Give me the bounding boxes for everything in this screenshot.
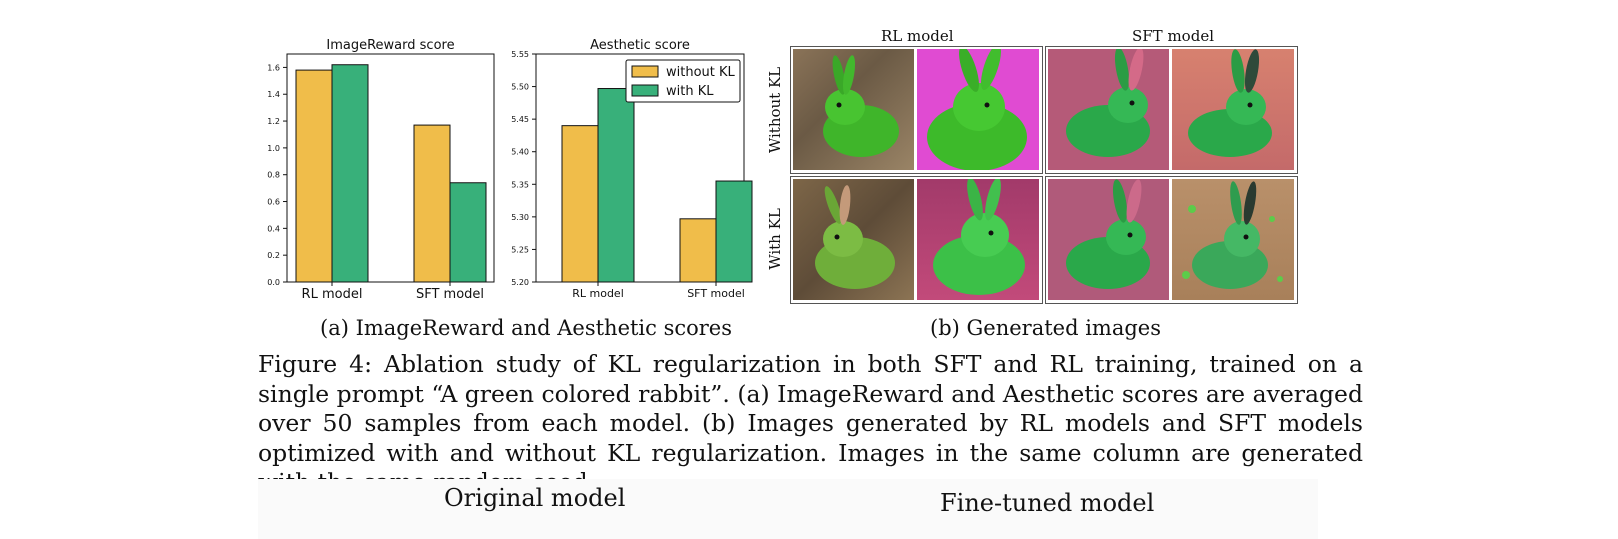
rabbit-image bbox=[917, 179, 1039, 300]
legend-swatch bbox=[631, 65, 659, 78]
rabbit-image bbox=[1172, 179, 1294, 300]
bar-with-kl bbox=[715, 180, 753, 283]
y-tick-label: 5.35 bbox=[511, 180, 529, 189]
row-header-with-kl: With KL bbox=[766, 208, 784, 270]
x-tick-label: SFT model bbox=[416, 287, 484, 302]
row-header-without-kl: Without KL bbox=[766, 66, 784, 154]
y-tick-label: 5.40 bbox=[511, 148, 529, 157]
col-header-sft: SFT model bbox=[1132, 27, 1214, 45]
y-tick-label: 5.25 bbox=[511, 245, 529, 254]
y-tick-label: 0.8 bbox=[267, 171, 280, 180]
y-tick-label: 5.20 bbox=[511, 278, 529, 287]
bar-without-kl bbox=[295, 69, 333, 283]
rabbit-image bbox=[1048, 49, 1169, 170]
y-tick-label: 1.2 bbox=[267, 117, 280, 126]
image-group-sft-without-kl bbox=[1045, 46, 1298, 174]
plot-frame bbox=[286, 53, 495, 283]
col-header-rl: RL model bbox=[881, 27, 954, 45]
chart-title: Aesthetic score bbox=[590, 38, 690, 53]
bar-without-kl bbox=[679, 218, 717, 283]
y-tick-label: 5.50 bbox=[511, 83, 529, 92]
y-tick-label: 0.4 bbox=[267, 224, 280, 233]
x-tick-label: RL model bbox=[572, 287, 624, 300]
subcaption-a: (a) ImageReward and Aesthetic scores bbox=[320, 316, 733, 340]
aesthetic-chart: Aesthetic score 5.20 5.25 5.30 5.35 5.40 5.45 5… bbox=[511, 38, 753, 300]
y-tick-label: 5.55 bbox=[511, 50, 529, 59]
y-tick-label: 0.6 bbox=[267, 198, 280, 207]
bar-with-kl bbox=[331, 64, 369, 283]
plot-frame bbox=[535, 53, 745, 283]
rabbit-image bbox=[917, 49, 1039, 170]
rabbit-image bbox=[793, 179, 914, 300]
legend-swatch bbox=[631, 84, 659, 97]
image-group-rl-without-kl bbox=[790, 46, 1043, 174]
rabbit-image bbox=[1172, 49, 1294, 170]
chart-title: ImageReward score bbox=[326, 38, 454, 53]
bar-without-kl bbox=[561, 125, 599, 283]
bar-without-kl bbox=[413, 124, 451, 283]
legend-label: without KL bbox=[666, 65, 736, 80]
subcaption-b: (b) Generated images bbox=[930, 316, 1161, 340]
bar-with-kl bbox=[449, 182, 487, 283]
next-figure-panel bbox=[258, 479, 1318, 539]
rabbit-image bbox=[793, 49, 914, 170]
y-tick-label: 0.0 bbox=[267, 278, 280, 287]
legend-label: with KL bbox=[666, 84, 714, 99]
imagereward-chart: ImageReward score 0.0 0.2 0.4 0.6 0.8 1.0 1.2 1.… bbox=[267, 38, 495, 302]
rabbit-image bbox=[1048, 179, 1169, 300]
y-tick-label: 1.6 bbox=[267, 63, 280, 72]
y-tick-label: 1.4 bbox=[267, 90, 280, 99]
x-tick-label: RL model bbox=[302, 287, 363, 302]
y-tick-label: 1.0 bbox=[267, 144, 280, 153]
bar-with-kl bbox=[597, 88, 635, 283]
image-group-rl-with-kl bbox=[790, 176, 1043, 304]
y-tick-label: 5.45 bbox=[511, 115, 529, 124]
next-figure-right-header: Fine-tuned model bbox=[940, 489, 1155, 517]
next-figure-left-header: Original model bbox=[444, 484, 626, 512]
y-tick-label: 0.2 bbox=[267, 251, 280, 260]
image-group-sft-with-kl bbox=[1045, 176, 1298, 304]
figure-caption: Figure 4: Ablation study of KL regulariz… bbox=[258, 350, 1363, 496]
y-tick-label: 5.30 bbox=[511, 213, 529, 222]
x-tick-label: SFT model bbox=[687, 287, 745, 300]
